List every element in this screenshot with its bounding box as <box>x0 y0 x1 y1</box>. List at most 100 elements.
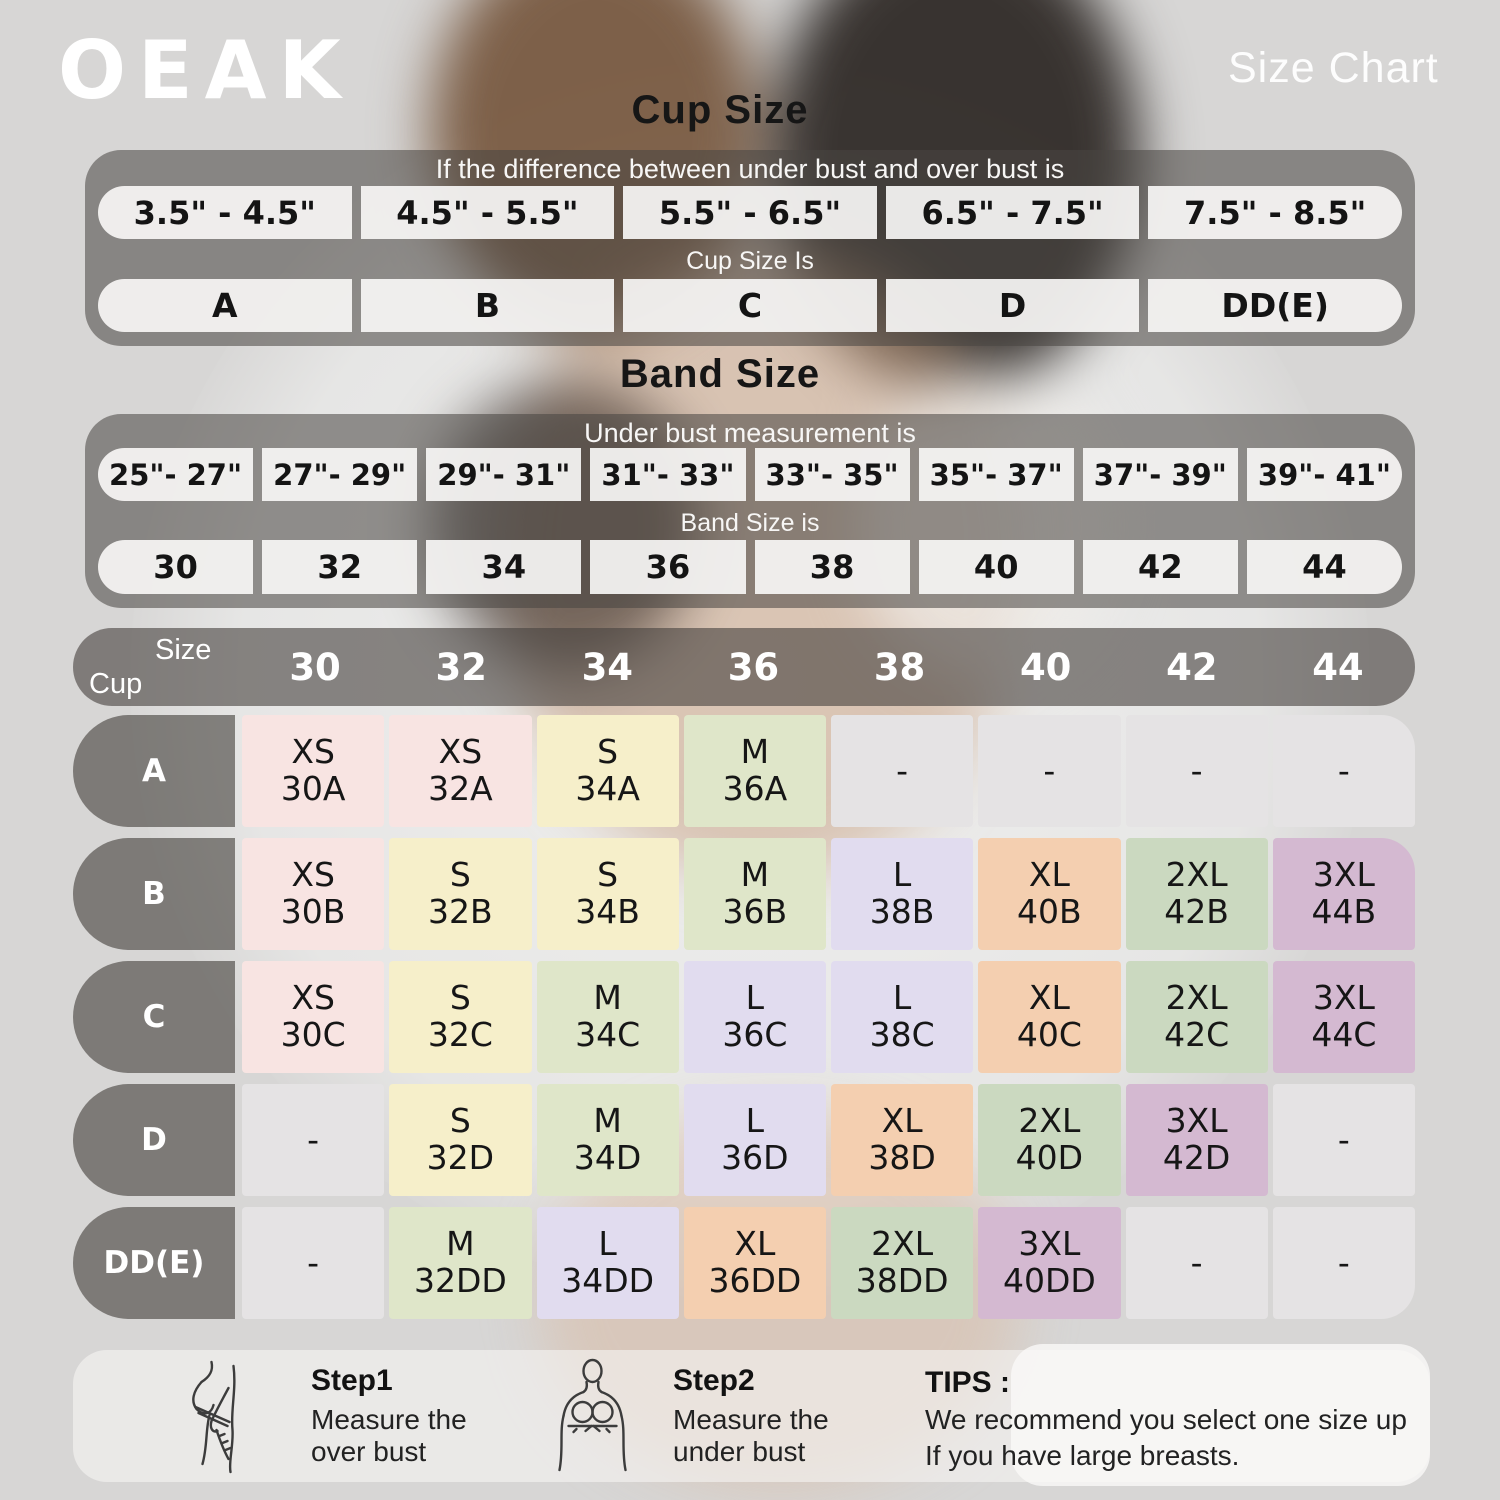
size-label: XL <box>734 1224 776 1264</box>
matrix-row-a: A XS 30A XS 32A S 34A M 36A - - - - <box>73 715 1415 827</box>
size-label: XL <box>1028 978 1070 1018</box>
band-range-row: 25"- 27" 27"- 29" 29"- 31" 31"- 33" 33"-… <box>98 448 1402 501</box>
size-label: XL <box>1028 855 1070 895</box>
size-code: 44C <box>1311 1015 1377 1054</box>
size-cell: XS 30C <box>242 961 385 1073</box>
size-cell: M 34D <box>536 1084 679 1196</box>
size-cell: 3XL 40DD <box>978 1207 1121 1319</box>
measure-over-bust-icon <box>169 1358 274 1481</box>
size-cell: - <box>1272 1084 1415 1196</box>
cup-letter-cell: B <box>360 279 615 332</box>
size-cell: S 32B <box>389 838 532 950</box>
size-label: L <box>598 1224 617 1264</box>
size-label: S <box>597 855 619 895</box>
size-code: 36C <box>722 1015 788 1054</box>
size-code: 30C <box>280 1015 346 1054</box>
size-cell: M 36B <box>683 838 826 950</box>
size-label: M <box>740 855 770 895</box>
size-cell: S 34A <box>536 715 679 827</box>
size-code: 34C <box>575 1015 641 1054</box>
size-cell: - <box>1125 1207 1268 1319</box>
step1-line1: Measure the <box>311 1404 467 1435</box>
band-table-header: Under bust measurement is <box>584 418 916 448</box>
size-label: S <box>597 732 619 772</box>
size-code: 36D <box>721 1138 789 1177</box>
size-label: - <box>307 1119 320 1159</box>
matrix-column-header: 32 <box>435 645 487 689</box>
size-code: 42D <box>1162 1138 1231 1177</box>
matrix-column-header: 40 <box>1019 645 1072 689</box>
band-range-cell: 29"- 31" <box>426 448 582 501</box>
size-cell: - <box>1272 715 1415 827</box>
size-label: XS <box>291 855 335 895</box>
cup-range-row: 3.5" - 4.5" 4.5" - 5.5" 5.5" - 6.5" 6.5"… <box>98 186 1402 239</box>
matrix-column-headers: 30 32 34 36 38 40 42 44 <box>242 628 1411 706</box>
size-cell: 3XL 42D <box>1125 1084 1268 1196</box>
size-code: 40DD <box>1002 1261 1096 1300</box>
size-cell: 2XL 42B <box>1125 838 1268 950</box>
size-cell: - <box>1125 715 1268 827</box>
matrix-header: Size Cup 30 32 34 36 38 40 42 44 <box>73 628 1415 706</box>
size-label: L <box>892 978 912 1018</box>
size-label: - <box>896 750 909 790</box>
size-label: 3XL <box>1018 1224 1081 1264</box>
size-cell: 2XL 42C <box>1125 961 1268 1073</box>
size-label: 3XL <box>1165 1101 1228 1141</box>
size-cell: XS 30B <box>242 838 385 950</box>
cup-size-heading: Cup Size <box>631 88 809 132</box>
tips-line1: We recommend you select one size up <box>925 1404 1407 1435</box>
size-code: 34B <box>575 892 640 931</box>
size-cell: XS 32A <box>389 715 532 827</box>
size-code: 40D <box>1015 1138 1084 1177</box>
size-label: - <box>307 1242 320 1282</box>
cup-range-cell: 3.5" - 4.5" <box>98 186 352 239</box>
band-number-cell: 30 <box>98 540 254 594</box>
size-cell: L 38B <box>831 838 974 950</box>
size-cell: S 32D <box>389 1084 532 1196</box>
band-range-cell: 33"- 35" <box>754 448 910 501</box>
cup-letter-cell: C <box>623 279 877 332</box>
tips-panel <box>1011 1344 1430 1486</box>
size-label: M <box>593 978 622 1018</box>
size-label: 2XL <box>1165 855 1228 895</box>
page-title: Size Chart <box>1228 44 1439 92</box>
size-code: 42C <box>1164 1015 1230 1054</box>
size-code: 34DD <box>561 1261 655 1300</box>
row-label: D <box>73 1084 235 1196</box>
size-code: 42B <box>1164 892 1229 931</box>
size-label: 2XL <box>1018 1101 1081 1141</box>
size-cell: S 34B <box>536 838 679 950</box>
size-label: XS <box>291 732 335 772</box>
size-label: 2XL <box>871 1224 934 1264</box>
matrix-column-header: 38 <box>873 645 926 689</box>
matrix-corner-size-label: Size <box>155 634 212 666</box>
size-code: 32DD <box>413 1261 507 1300</box>
matrix-column-header: 44 <box>1312 645 1364 689</box>
size-label: 3XL <box>1312 855 1375 895</box>
band-size-table: Under bust measurement is 25"- 27" 27"- … <box>85 414 1415 608</box>
step1-title: Step1 <box>311 1364 393 1397</box>
step2-title: Step2 <box>673 1364 755 1397</box>
size-cell: L 38C <box>831 961 974 1073</box>
cup-letter-cell: DD(E) <box>1148 279 1402 332</box>
cup-size-table: If the difference between under bust and… <box>85 150 1415 346</box>
size-label: 3XL <box>1312 978 1375 1018</box>
size-cell: L 36C <box>683 961 826 1073</box>
size-code: 44B <box>1311 892 1377 931</box>
size-label: M <box>593 1101 622 1141</box>
size-code: 30A <box>280 769 346 808</box>
band-number-cell: 32 <box>262 540 418 594</box>
size-cell: - <box>242 1084 385 1196</box>
size-code: 30B <box>280 892 346 931</box>
cup-letter-cell: D <box>885 279 1140 332</box>
size-label: S <box>449 1101 471 1141</box>
size-cell: - <box>1272 1207 1415 1319</box>
cup-range-cell: 5.5" - 6.5" <box>623 186 877 239</box>
band-number-cell: 44 <box>1246 540 1402 594</box>
matrix-row-d: D - S 32D M 34D L 36D XL 38D 2XL 40D 3XL 42D - <box>73 1084 1415 1196</box>
brand-logo: OEAK <box>58 24 353 117</box>
matrix-corner-cup-label: Cup <box>89 668 143 700</box>
band-table-subheader: Band Size is <box>680 509 820 537</box>
row-label: B <box>73 838 235 950</box>
size-cell: S 32C <box>389 961 532 1073</box>
